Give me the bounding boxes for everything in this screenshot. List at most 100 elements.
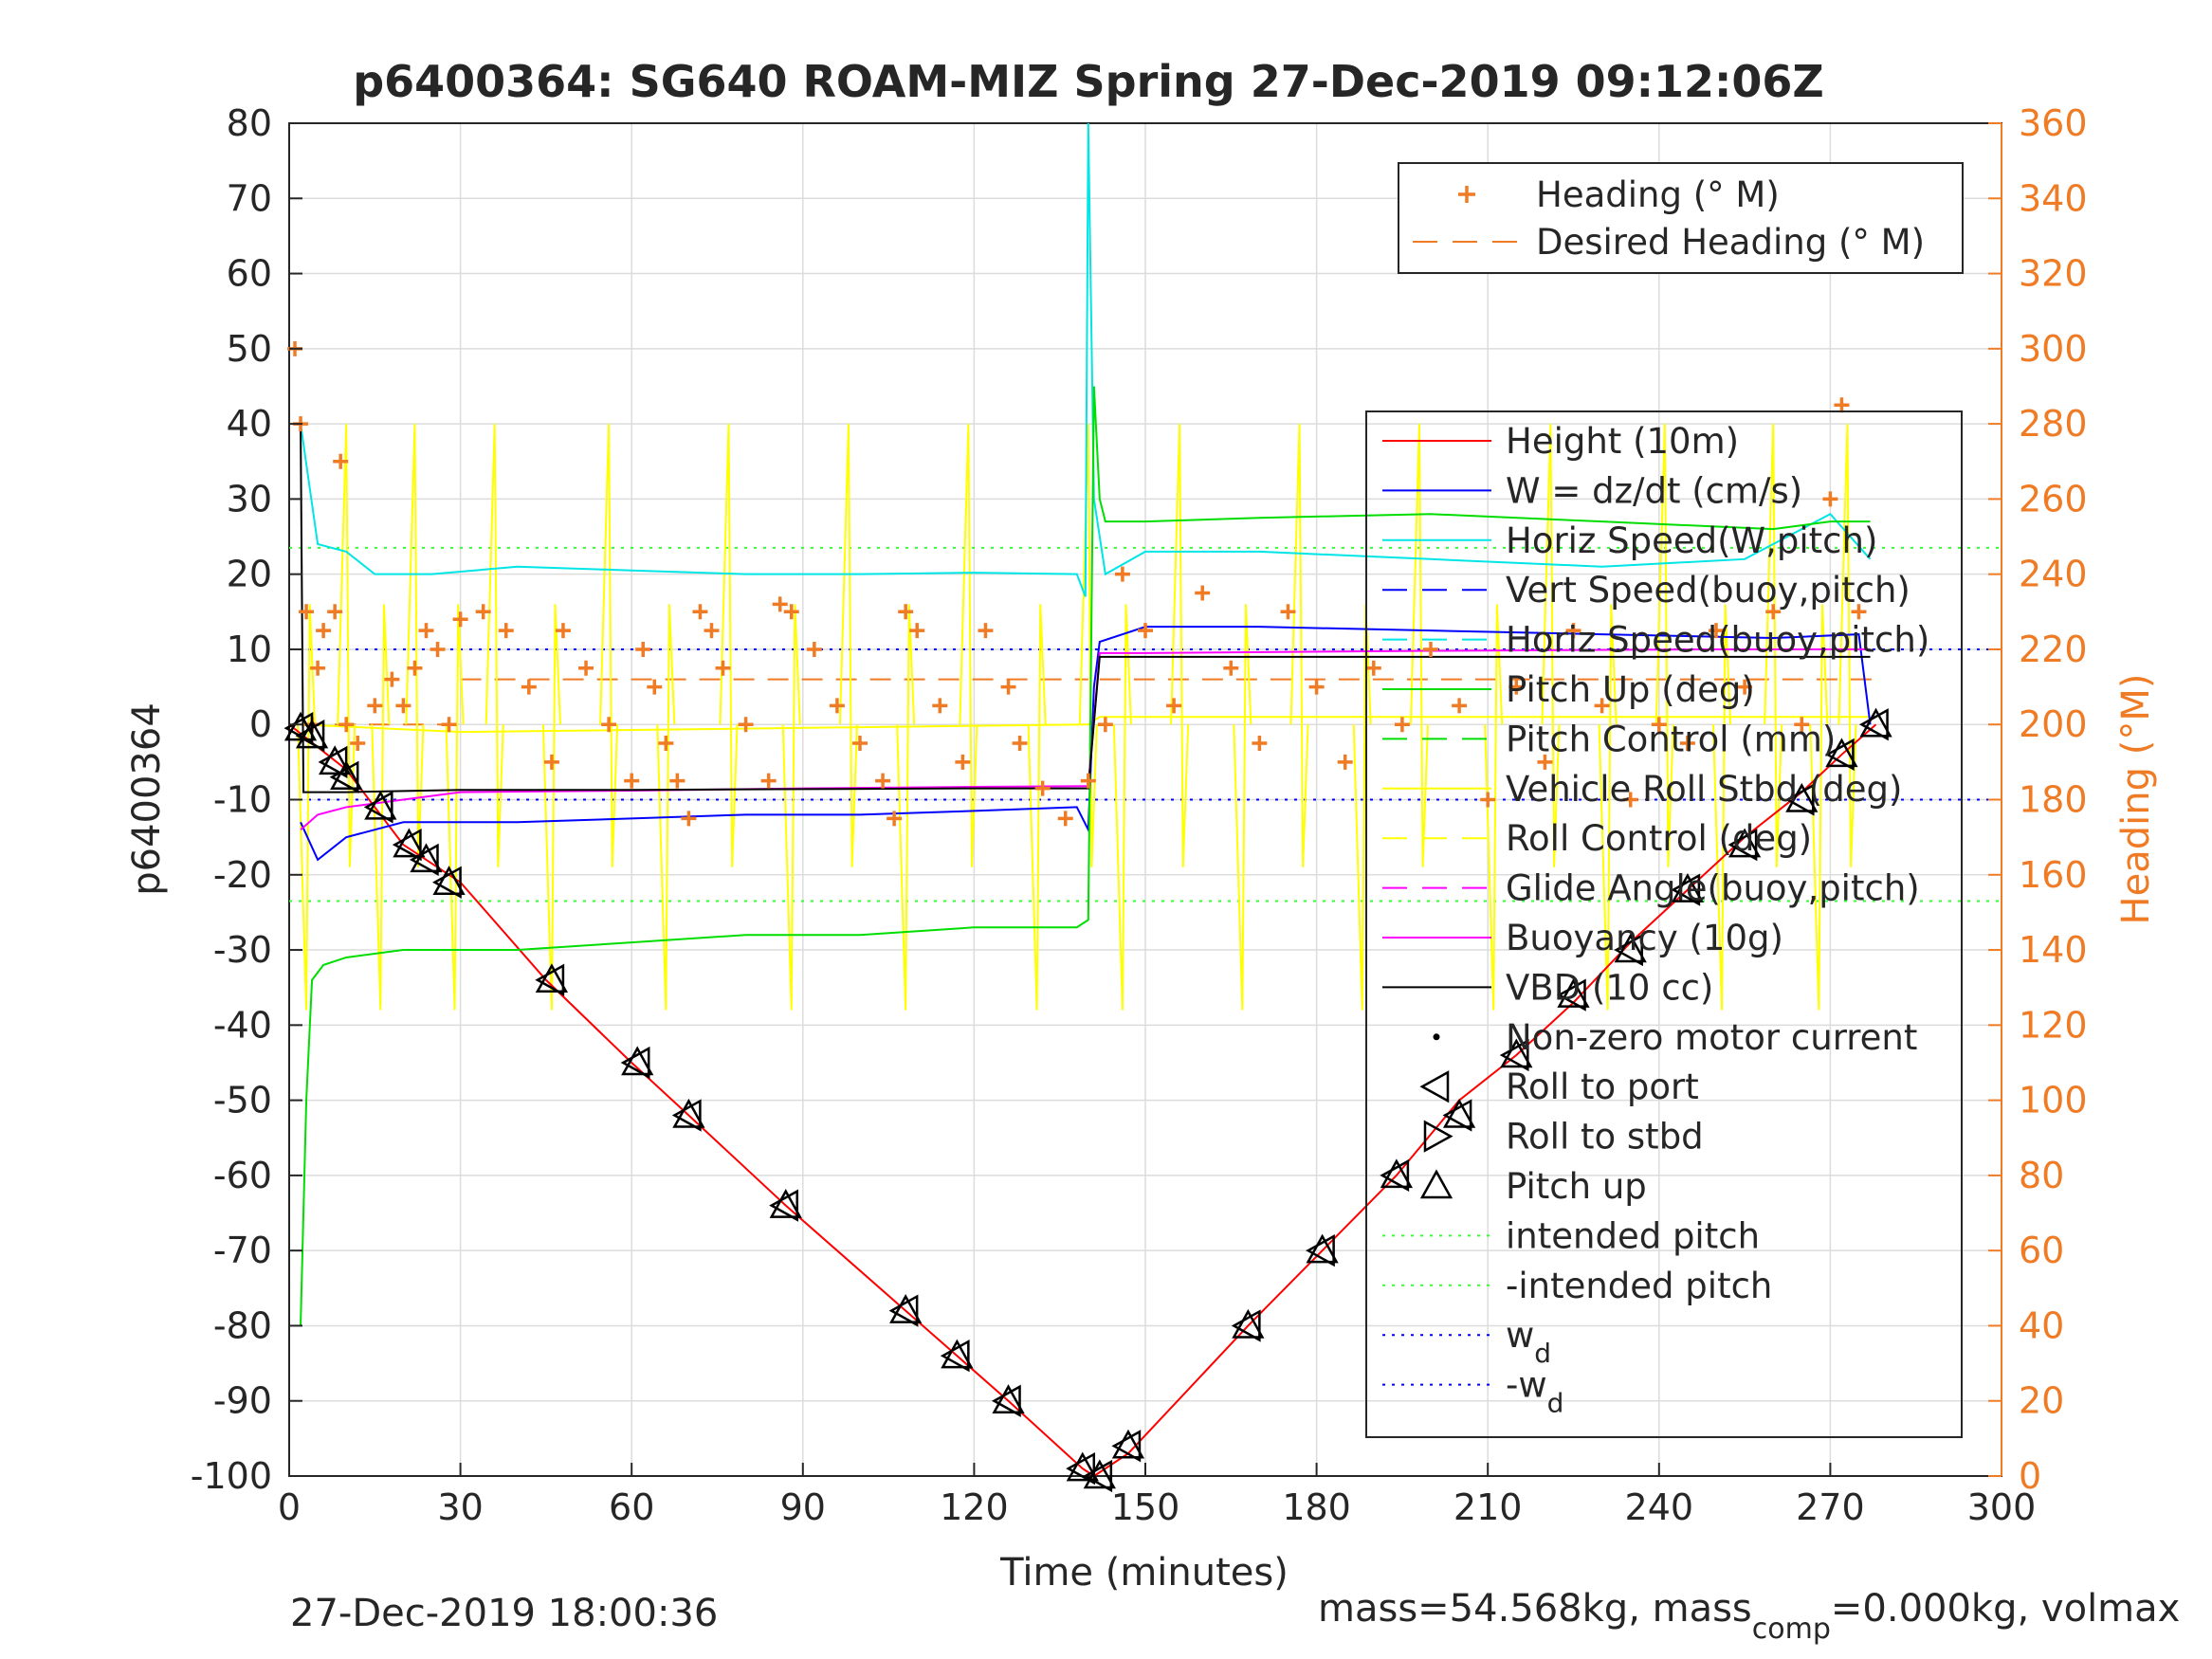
roll-spike-10 — [781, 604, 801, 1011]
heading-point-53 — [1097, 717, 1113, 733]
heading-point-46 — [955, 754, 971, 770]
x-tick-label-0: 0 — [278, 1486, 301, 1528]
legend-main-symbol-12 — [1433, 1033, 1440, 1041]
roll-marker-13 — [940, 1340, 970, 1373]
pitch-up-marker-21 — [1442, 1098, 1476, 1128]
legend-heading-label-0: Heading (° M) — [1536, 174, 1780, 215]
heading-point-73 — [1651, 717, 1667, 733]
legend-heading: Heading (° M) Desired Heading (° M) — [1398, 162, 1964, 274]
legend-main-label-19: -wd — [1506, 1365, 1563, 1419]
heading-point-79 — [1822, 491, 1838, 507]
x-tick-label-10: 300 — [1967, 1486, 2037, 1528]
legend-main-label-10: Buoyancy (10g) — [1506, 918, 1783, 958]
heading-point-61 — [1308, 679, 1325, 695]
y2-tick-label-10: 160 — [2019, 854, 2088, 896]
heading-point-78 — [1794, 717, 1810, 733]
x-tick-label-9: 270 — [1796, 1486, 1865, 1528]
roll-marker-3 — [329, 760, 359, 793]
heading-point-35 — [760, 773, 777, 789]
heading-point-64 — [1394, 717, 1410, 733]
heading-point-22 — [555, 623, 571, 639]
y-tick-label-9: -10 — [213, 779, 272, 821]
roll-spike-18 — [1233, 604, 1252, 1011]
y2-tick-label-1: 340 — [2019, 177, 2088, 219]
heading-point-6 — [327, 604, 343, 620]
y2-tick-label-12: 120 — [2019, 1004, 2088, 1046]
footer-mass-sub: comp — [1752, 1613, 1831, 1646]
heading-point-18 — [475, 604, 491, 620]
y-tick-label-17: -90 — [213, 1380, 272, 1422]
y-tick-label-8: 0 — [249, 703, 272, 745]
heading-point-25 — [624, 773, 640, 789]
roll-spike-8 — [656, 604, 676, 1011]
heading-point-27 — [647, 679, 663, 695]
legend-heading-label-1: Desired Heading (° M) — [1536, 222, 1925, 263]
y2-axis-label: Heading (°M) — [2114, 674, 2158, 925]
y-tick-label-1: 70 — [227, 177, 272, 219]
y-axis-ticks: 80 70 60 50 40 30 20 10 0 -10 -20 -30 -40 -50 -60 -70 -8… — [191, 102, 302, 1497]
x-tick-label-5: 150 — [1111, 1486, 1180, 1528]
y2-tick-label-6: 240 — [2019, 554, 2088, 595]
reference-lines — [289, 546, 2002, 902]
roll-spike-13 — [959, 424, 978, 867]
heading-point-63 — [1365, 660, 1381, 676]
legend-main-label-8: Roll Control (deg) — [1506, 818, 1812, 859]
x-tick-label-6: 180 — [1282, 1486, 1351, 1528]
roll-marker-18 — [1231, 1309, 1261, 1342]
heading-point-71 — [1594, 698, 1610, 714]
pitch-up-marker-19 — [1306, 1233, 1339, 1264]
y2-tick-label-0: 360 — [2019, 102, 2088, 144]
y-tick-label-16: -80 — [213, 1304, 272, 1346]
heading-point-9 — [350, 736, 366, 752]
roll-marker-21 — [1442, 1099, 1472, 1132]
heading-point-49 — [1012, 736, 1028, 752]
heading-point-7 — [333, 453, 349, 469]
pitch-up-marker-17 — [1111, 1429, 1145, 1459]
y2-tick-label-9: 180 — [2019, 779, 2088, 821]
footer-mass-prefix: mass=54.568kg, mass — [1318, 1587, 1752, 1631]
roll-marker-19 — [1306, 1234, 1335, 1267]
heading-point-11 — [384, 671, 400, 687]
roll-spike-2 — [371, 604, 391, 1011]
heading-point-21 — [543, 754, 559, 770]
roll-marker-25 — [1671, 873, 1701, 906]
legend-main-label-1: W = dz/dt (cm/s) — [1506, 470, 1802, 511]
roll-marker-15 — [1066, 1451, 1096, 1486]
pitch-up-marker-5 — [393, 828, 426, 858]
x-tick-label-1: 30 — [437, 1486, 483, 1528]
series-line-3 — [300, 386, 1871, 1326]
heading-point-45 — [932, 698, 948, 714]
pitch-up-marker-27 — [1785, 782, 1819, 812]
pitch-up-marker-16 — [1083, 1459, 1116, 1489]
x-tick-label-7: 210 — [1453, 1486, 1523, 1528]
heading-point-2 — [299, 604, 315, 620]
roll-marker-4 — [363, 791, 393, 824]
roll-marker-16 — [1083, 1459, 1113, 1493]
heading-point-48 — [1000, 679, 1016, 695]
y-tick-label-12: -40 — [213, 1004, 272, 1046]
roll-spike-17 — [1170, 424, 1190, 867]
legend-main-label-2: Horiz Speed(W,pitch) — [1506, 520, 1877, 561]
roll-marker-5 — [392, 828, 422, 862]
heading-point-59 — [1252, 736, 1268, 752]
y-tick-label-18: -100 — [191, 1455, 272, 1497]
heading-point-75 — [1709, 623, 1724, 639]
heading-point-23 — [578, 660, 594, 676]
legend-main-label-12: Non-zero motor current — [1506, 1017, 1917, 1058]
y-tick-label-7: 10 — [227, 629, 272, 670]
roll-spike-19 — [1289, 424, 1309, 867]
y-tick-label-10: -20 — [213, 854, 272, 896]
legend-main-label-7: Vehicle Roll Stbd (deg) — [1506, 769, 1902, 810]
heading-point-14 — [418, 623, 434, 639]
heading-point-19 — [498, 623, 514, 639]
legend-main-label-14: Roll to stbd — [1506, 1117, 1704, 1158]
heading-point-74 — [1679, 736, 1695, 752]
roll-spikes — [297, 424, 1871, 1011]
heading-point-8 — [338, 717, 355, 733]
y2-tick-label-15: 60 — [2019, 1230, 2064, 1271]
heading-point-77 — [1765, 604, 1782, 620]
pitch-up-marker-26 — [1728, 828, 1762, 858]
y2-tick-label-2: 320 — [2019, 253, 2088, 295]
pitch-up-marker-28 — [1825, 738, 1858, 768]
